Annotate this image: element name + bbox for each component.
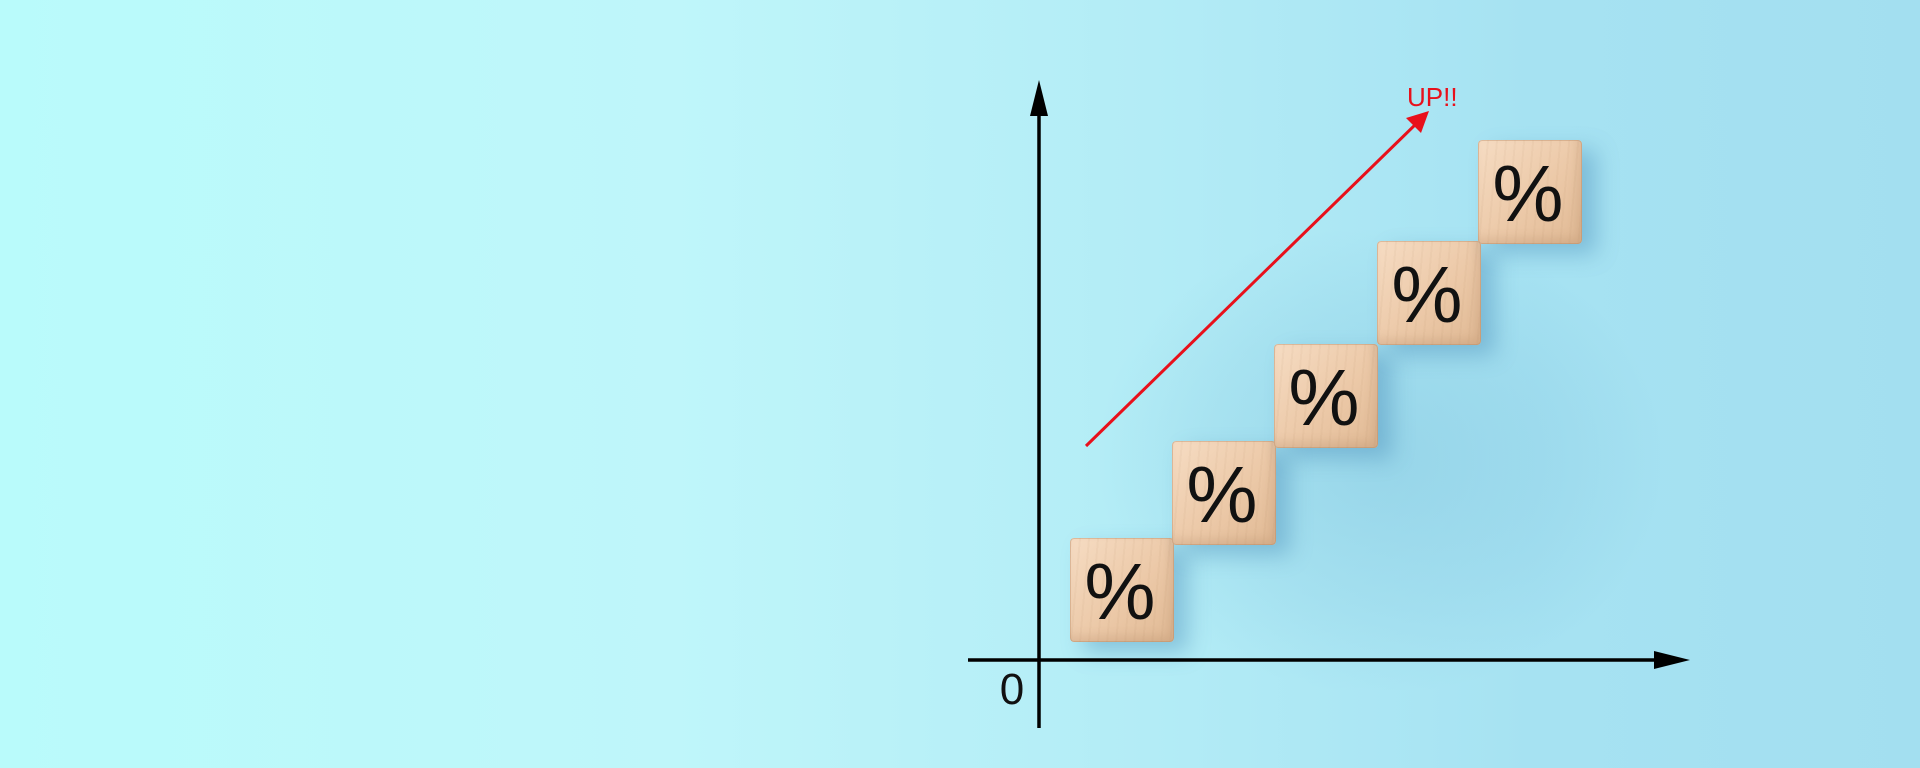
block-5: % [1478, 140, 1582, 244]
percent-symbol-2: % [1186, 450, 1258, 539]
trend-label: UP!! [1407, 82, 1458, 112]
origin-label: 0 [1000, 665, 1024, 714]
block-3: % [1274, 344, 1378, 448]
trend-arrowhead [1406, 111, 1429, 133]
percent-symbol-5: % [1492, 149, 1564, 238]
percent-symbol-4: % [1391, 250, 1463, 339]
percent-symbol-1: % [1084, 547, 1156, 636]
percent-symbol-3: % [1288, 353, 1360, 442]
block-4: % [1377, 241, 1481, 345]
x-axis-arrowhead [1654, 651, 1690, 669]
block-2: % [1172, 441, 1276, 545]
block-1: % [1070, 538, 1174, 642]
trend-arrow-line [1084, 120, 1420, 448]
y-axis-arrowhead [1030, 80, 1048, 116]
